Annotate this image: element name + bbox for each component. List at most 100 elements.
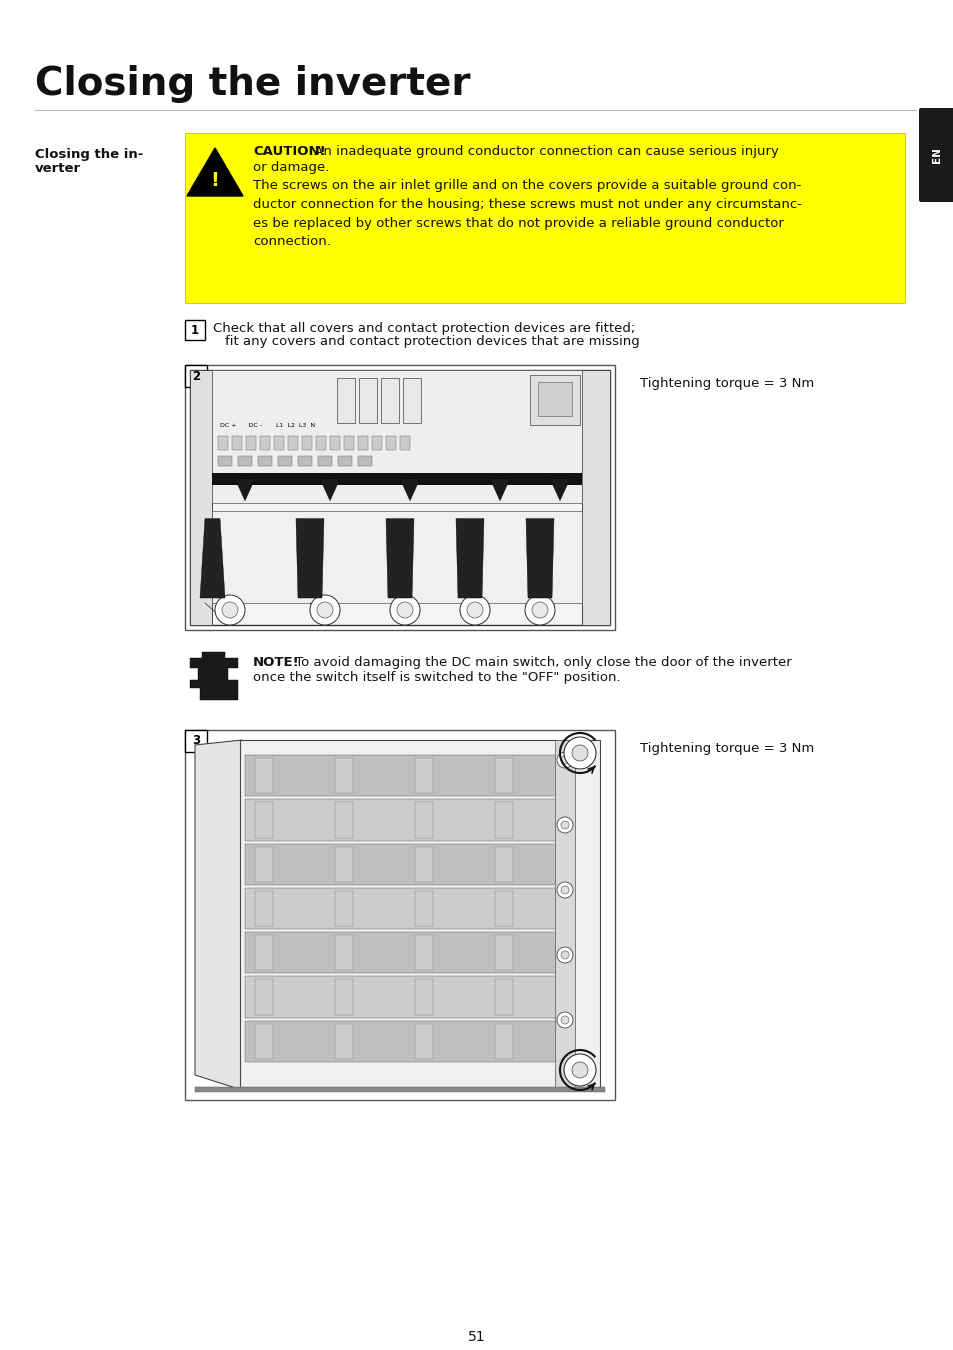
Bar: [330, 436, 339, 451]
Circle shape: [524, 595, 555, 625]
Bar: [495, 757, 513, 794]
Polygon shape: [550, 479, 569, 501]
Bar: [357, 436, 368, 451]
Text: DC +      DC -       L1  L2  L3  N: DC + DC - L1 L2 L3 N: [220, 423, 314, 428]
Circle shape: [557, 752, 573, 768]
Circle shape: [390, 595, 419, 625]
Bar: [372, 436, 381, 451]
Bar: [274, 436, 284, 451]
Bar: [495, 846, 513, 882]
FancyBboxPatch shape: [185, 730, 615, 1100]
Circle shape: [557, 946, 573, 963]
Text: Closing the in-: Closing the in-: [35, 148, 143, 161]
Bar: [257, 456, 272, 466]
Polygon shape: [190, 652, 237, 701]
Text: An inadequate ground conductor connection can cause serious injury: An inadequate ground conductor connectio…: [310, 144, 778, 158]
Bar: [415, 1023, 433, 1058]
FancyBboxPatch shape: [185, 134, 904, 302]
Circle shape: [557, 882, 573, 898]
Bar: [245, 799, 575, 841]
Bar: [317, 456, 332, 466]
Bar: [415, 891, 433, 926]
FancyBboxPatch shape: [185, 364, 615, 630]
Bar: [288, 436, 297, 451]
Circle shape: [214, 595, 245, 625]
Bar: [232, 436, 242, 451]
Circle shape: [316, 602, 333, 618]
Bar: [245, 976, 575, 1018]
Text: !: !: [211, 170, 219, 189]
Polygon shape: [194, 740, 242, 1089]
Bar: [218, 456, 232, 466]
Circle shape: [560, 756, 568, 764]
Bar: [245, 1021, 575, 1062]
Bar: [402, 378, 420, 423]
Bar: [335, 891, 353, 926]
Bar: [254, 802, 273, 837]
Bar: [260, 436, 270, 451]
FancyBboxPatch shape: [185, 364, 207, 387]
Bar: [190, 370, 609, 625]
Bar: [246, 436, 255, 451]
Bar: [495, 802, 513, 837]
Polygon shape: [399, 479, 419, 501]
Polygon shape: [234, 479, 254, 501]
Bar: [254, 1023, 273, 1058]
Bar: [415, 846, 433, 882]
Bar: [495, 891, 513, 926]
Bar: [254, 757, 273, 794]
Bar: [240, 740, 599, 1089]
Circle shape: [557, 1012, 573, 1027]
Bar: [495, 936, 513, 971]
Circle shape: [563, 737, 596, 769]
Text: 2: 2: [192, 370, 200, 382]
Text: NOTE!: NOTE!: [253, 656, 299, 670]
Bar: [358, 378, 376, 423]
Bar: [335, 802, 353, 837]
Bar: [212, 370, 581, 502]
Text: Tightening torque = 3 Nm: Tightening torque = 3 Nm: [639, 743, 814, 755]
Bar: [335, 757, 353, 794]
Bar: [495, 1023, 513, 1058]
FancyBboxPatch shape: [185, 320, 205, 340]
Polygon shape: [490, 479, 510, 501]
Bar: [245, 931, 575, 973]
Bar: [237, 456, 252, 466]
Bar: [297, 456, 312, 466]
Bar: [194, 1087, 604, 1092]
Bar: [315, 436, 326, 451]
Bar: [245, 888, 575, 929]
Bar: [337, 456, 352, 466]
FancyBboxPatch shape: [918, 108, 953, 202]
Text: 51: 51: [468, 1330, 485, 1345]
Circle shape: [467, 602, 482, 618]
Bar: [335, 980, 353, 1015]
Bar: [380, 378, 398, 423]
Circle shape: [222, 602, 237, 618]
Polygon shape: [456, 518, 483, 598]
Text: Check that all covers and contact protection devices are fitted;: Check that all covers and contact protec…: [213, 323, 635, 335]
Text: 3: 3: [192, 734, 200, 748]
Circle shape: [560, 886, 568, 894]
Circle shape: [459, 595, 490, 625]
Bar: [212, 474, 581, 486]
Bar: [415, 802, 433, 837]
Bar: [335, 846, 353, 882]
Bar: [530, 375, 579, 425]
Bar: [555, 740, 575, 1089]
Bar: [212, 510, 581, 603]
Bar: [344, 436, 354, 451]
Bar: [245, 844, 575, 884]
Text: 1: 1: [191, 324, 199, 336]
Bar: [399, 436, 410, 451]
Bar: [386, 436, 395, 451]
Bar: [254, 846, 273, 882]
Bar: [495, 980, 513, 1015]
Text: verter: verter: [35, 162, 81, 176]
Text: Tightening torque = 3 Nm: Tightening torque = 3 Nm: [639, 377, 814, 390]
Circle shape: [557, 817, 573, 833]
Circle shape: [396, 602, 413, 618]
Bar: [245, 755, 575, 796]
Circle shape: [532, 602, 547, 618]
Text: To avoid damaging the DC main switch, only close the door of the inverter: To avoid damaging the DC main switch, on…: [291, 656, 791, 670]
